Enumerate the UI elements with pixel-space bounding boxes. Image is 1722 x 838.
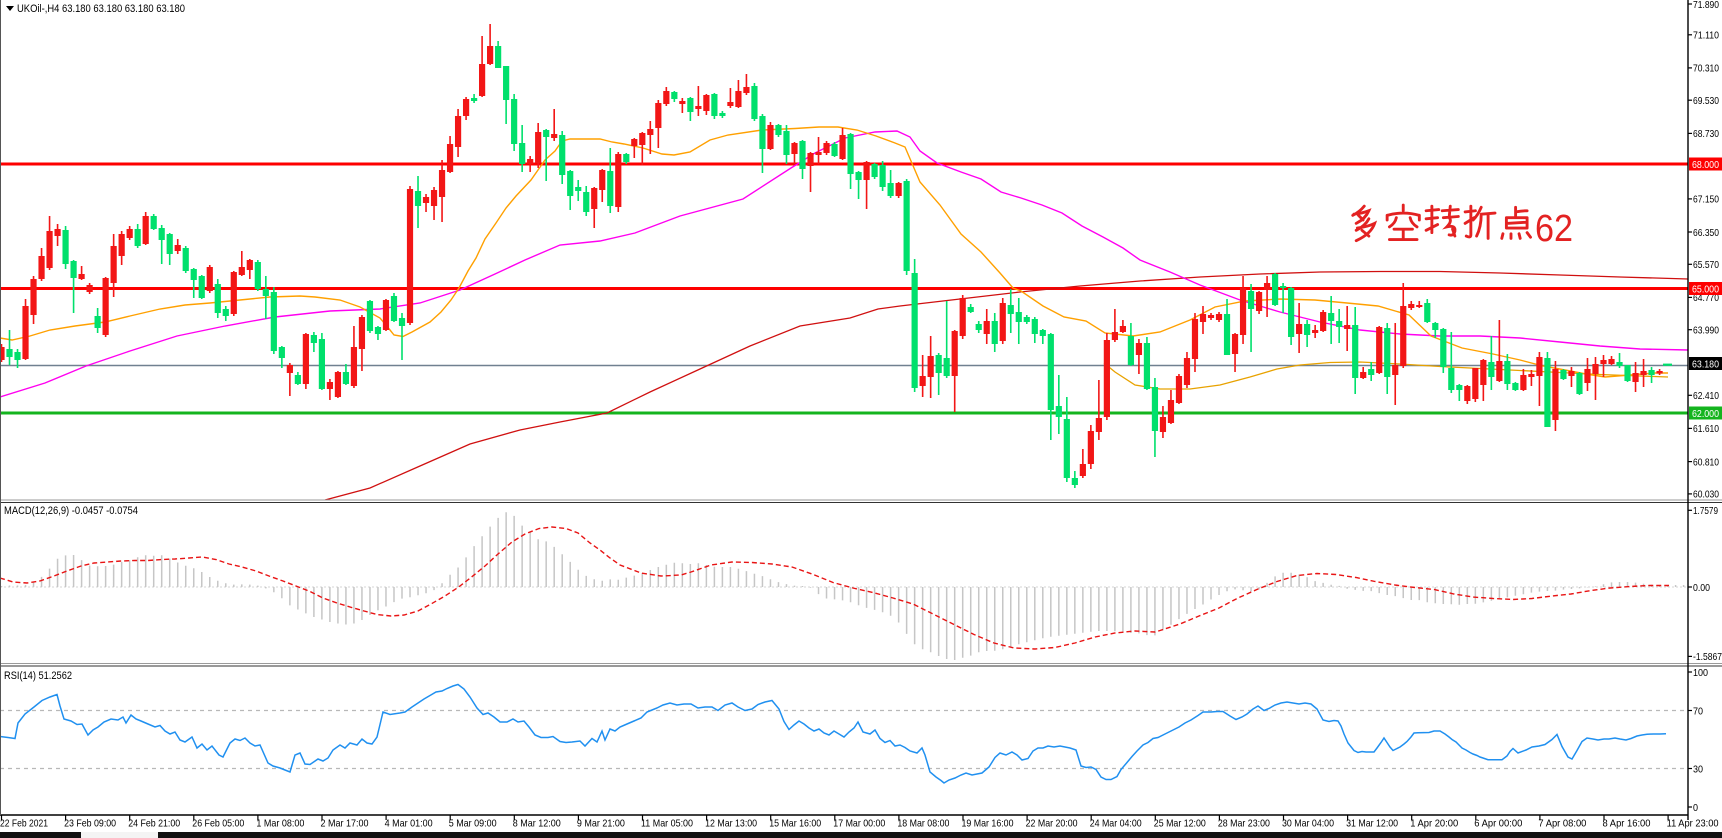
svg-text:60.030: 60.030: [1693, 489, 1719, 501]
svg-text:18 Mar 08:00: 18 Mar 08:00: [897, 818, 949, 830]
svg-text:25 Mar 12:00: 25 Mar 12:00: [1154, 818, 1206, 830]
svg-text:23 Feb 09:00: 23 Feb 09:00: [64, 818, 116, 830]
svg-text:17 Mar 00:00: 17 Mar 00:00: [833, 818, 885, 830]
svg-text:67.150: 67.150: [1693, 194, 1719, 206]
svg-text:24 Feb 21:00: 24 Feb 21:00: [128, 818, 180, 830]
svg-text:22 Feb 2021: 22 Feb 2021: [0, 818, 48, 830]
svg-text:71.110: 71.110: [1693, 30, 1719, 42]
svg-text:19 Mar 16:00: 19 Mar 16:00: [962, 818, 1014, 830]
svg-text:-1.5867: -1.5867: [1693, 651, 1722, 663]
svg-text:62: 62: [1535, 208, 1573, 250]
svg-text:69.530: 69.530: [1693, 95, 1719, 107]
svg-text:30 Mar 04:00: 30 Mar 04:00: [1282, 818, 1334, 830]
svg-text:2 Mar 17:00: 2 Mar 17:00: [321, 818, 369, 830]
svg-text:65.570: 65.570: [1693, 259, 1719, 271]
svg-text:1.7579: 1.7579: [1693, 505, 1718, 517]
svg-text:RSI(14) 51.2562: RSI(14) 51.2562: [4, 670, 72, 682]
svg-text:71.890: 71.890: [1693, 0, 1719, 11]
svg-text:7 Apr 08:00: 7 Apr 08:00: [1538, 818, 1586, 830]
svg-text:11 Mar 05:00: 11 Mar 05:00: [641, 818, 693, 830]
svg-text:22 Mar 20:00: 22 Mar 20:00: [1026, 818, 1078, 830]
svg-text:8 Apr 16:00: 8 Apr 16:00: [1603, 818, 1651, 830]
svg-text:26 Feb 05:00: 26 Feb 05:00: [192, 818, 244, 830]
svg-text:62.410: 62.410: [1693, 390, 1719, 402]
svg-text:0.00: 0.00: [1693, 582, 1710, 594]
svg-text:0: 0: [1693, 802, 1698, 814]
svg-text:61.610: 61.610: [1693, 423, 1719, 435]
svg-text:100: 100: [1693, 667, 1708, 679]
svg-text:11 Apr 23:00: 11 Apr 23:00: [1667, 818, 1719, 830]
svg-text:70: 70: [1693, 705, 1703, 717]
svg-text:1 Mar 08:00: 1 Mar 08:00: [256, 818, 304, 830]
svg-text:63.990: 63.990: [1693, 325, 1719, 337]
svg-text:12 Mar 13:00: 12 Mar 13:00: [705, 818, 757, 830]
svg-text:6 Apr 00:00: 6 Apr 00:00: [1474, 818, 1522, 830]
svg-text:24 Mar 04:00: 24 Mar 04:00: [1090, 818, 1142, 830]
svg-text:1 Apr 20:00: 1 Apr 20:00: [1410, 818, 1458, 830]
svg-text:28 Mar 23:00: 28 Mar 23:00: [1218, 818, 1270, 830]
svg-text:65.000: 65.000: [1692, 284, 1719, 296]
svg-text:63.180: 63.180: [1692, 359, 1719, 371]
svg-text:70.310: 70.310: [1693, 63, 1719, 75]
svg-text:30: 30: [1693, 763, 1703, 775]
svg-text:UKOil-,H4 63.180 63.180 63.18: UKOil-,H4 63.180 63.180 63.180 63.180: [17, 3, 185, 15]
svg-text:66.350: 66.350: [1693, 227, 1719, 239]
svg-text:60.810: 60.810: [1693, 456, 1719, 468]
svg-text:8 Mar 12:00: 8 Mar 12:00: [513, 818, 561, 830]
svg-text:MACD(12,26,9) -0.0457 -0.0754: MACD(12,26,9) -0.0457 -0.0754: [4, 505, 138, 517]
svg-text:68.730: 68.730: [1693, 128, 1719, 140]
svg-text:15 Mar 16:00: 15 Mar 16:00: [769, 818, 821, 830]
svg-text:5 Mar 09:00: 5 Mar 09:00: [449, 818, 497, 830]
svg-text:31 Mar 12:00: 31 Mar 12:00: [1346, 818, 1398, 830]
svg-text:9 Mar 21:00: 9 Mar 21:00: [577, 818, 625, 830]
svg-text:68.000: 68.000: [1692, 159, 1719, 171]
svg-text:4 Mar 01:00: 4 Mar 01:00: [385, 818, 433, 830]
svg-text:64.770: 64.770: [1693, 292, 1719, 304]
svg-text:62.000: 62.000: [1692, 408, 1719, 420]
